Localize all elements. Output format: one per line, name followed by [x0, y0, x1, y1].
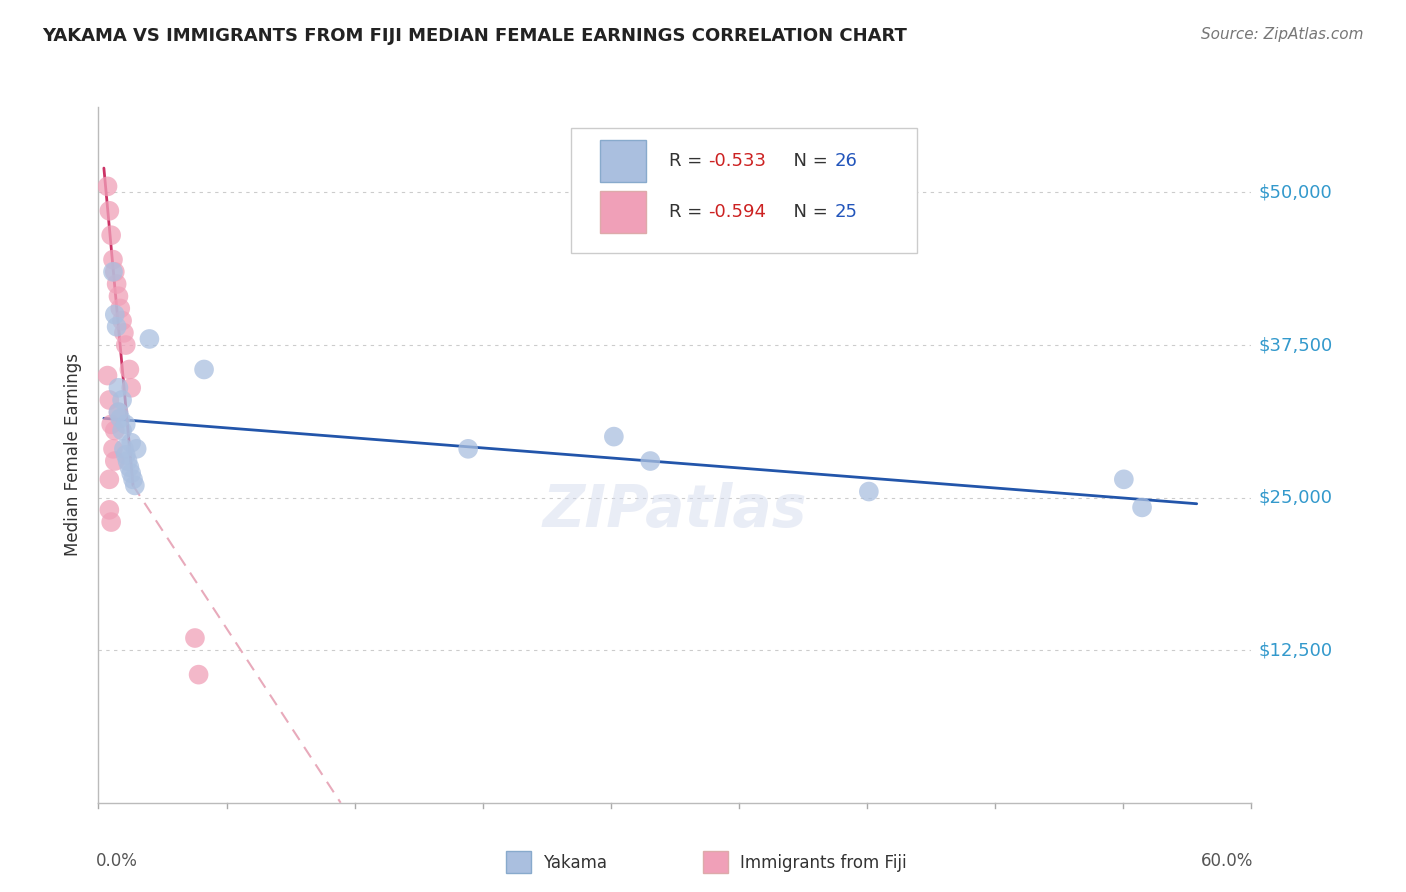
Text: $50,000: $50,000: [1258, 184, 1331, 202]
Point: [107, 289, 129, 303]
Bar: [600, 140, 647, 182]
Point: [118, 460, 141, 475]
Point: [104, 265, 127, 279]
Point: [104, 424, 127, 438]
Point: [107, 405, 129, 419]
Point: [104, 454, 127, 468]
Point: [96, 179, 118, 194]
Point: [98, 472, 121, 486]
Text: Source: ZipAtlas.com: Source: ZipAtlas.com: [1201, 27, 1364, 42]
Point: [100, 417, 122, 432]
Y-axis label: Median Female Earnings: Median Female Earnings: [65, 353, 83, 557]
Point: [107, 405, 129, 419]
Point: [101, 252, 124, 267]
Text: N =: N =: [782, 203, 834, 221]
Point: [603, 429, 626, 443]
Point: [107, 381, 129, 395]
Point: [120, 467, 142, 481]
Point: [114, 338, 136, 352]
FancyBboxPatch shape: [571, 128, 917, 253]
Point: [193, 362, 215, 376]
Bar: [600, 191, 647, 233]
Text: 0.0%: 0.0%: [96, 852, 138, 870]
Text: $25,000: $25,000: [1258, 489, 1333, 507]
Point: [110, 301, 132, 316]
Point: [1130, 500, 1153, 515]
Text: $12,500: $12,500: [1258, 641, 1333, 659]
Point: [111, 313, 134, 327]
Point: [120, 381, 142, 395]
Point: [114, 417, 136, 432]
Point: [187, 667, 209, 681]
Point: [105, 319, 128, 334]
Text: 26: 26: [835, 152, 858, 169]
Text: $37,500: $37,500: [1258, 336, 1333, 354]
Text: Immigrants from Fiji: Immigrants from Fiji: [740, 854, 907, 871]
Text: 60.0%: 60.0%: [1201, 852, 1254, 870]
Point: [98, 503, 121, 517]
Text: R =: R =: [669, 203, 709, 221]
Text: N =: N =: [782, 152, 834, 169]
Point: [101, 442, 124, 456]
Point: [184, 631, 207, 645]
Text: R =: R =: [669, 152, 709, 169]
Point: [98, 392, 121, 407]
Point: [105, 277, 128, 291]
Text: -0.533: -0.533: [709, 152, 766, 169]
Text: 25: 25: [835, 203, 858, 221]
Point: [457, 442, 479, 456]
Point: [110, 411, 132, 425]
Point: [640, 454, 662, 468]
Point: [100, 515, 122, 529]
Point: [124, 478, 146, 492]
Point: [114, 448, 136, 462]
Point: [1112, 472, 1135, 486]
Point: [858, 484, 880, 499]
Point: [111, 424, 134, 438]
Point: [118, 362, 141, 376]
Point: [112, 442, 135, 456]
Point: [125, 442, 148, 456]
Point: [117, 454, 139, 468]
Text: Yakama: Yakama: [543, 854, 607, 871]
Point: [111, 392, 134, 407]
Point: [120, 435, 142, 450]
Point: [100, 228, 122, 243]
Point: [138, 332, 160, 346]
Point: [101, 265, 124, 279]
Text: YAKAMA VS IMMIGRANTS FROM FIJI MEDIAN FEMALE EARNINGS CORRELATION CHART: YAKAMA VS IMMIGRANTS FROM FIJI MEDIAN FE…: [42, 27, 907, 45]
Point: [98, 203, 121, 218]
Point: [96, 368, 118, 383]
Point: [112, 326, 135, 340]
Text: ZIPatlas: ZIPatlas: [543, 482, 807, 539]
Text: -0.594: -0.594: [709, 203, 766, 221]
Point: [122, 472, 145, 486]
Point: [104, 308, 127, 322]
